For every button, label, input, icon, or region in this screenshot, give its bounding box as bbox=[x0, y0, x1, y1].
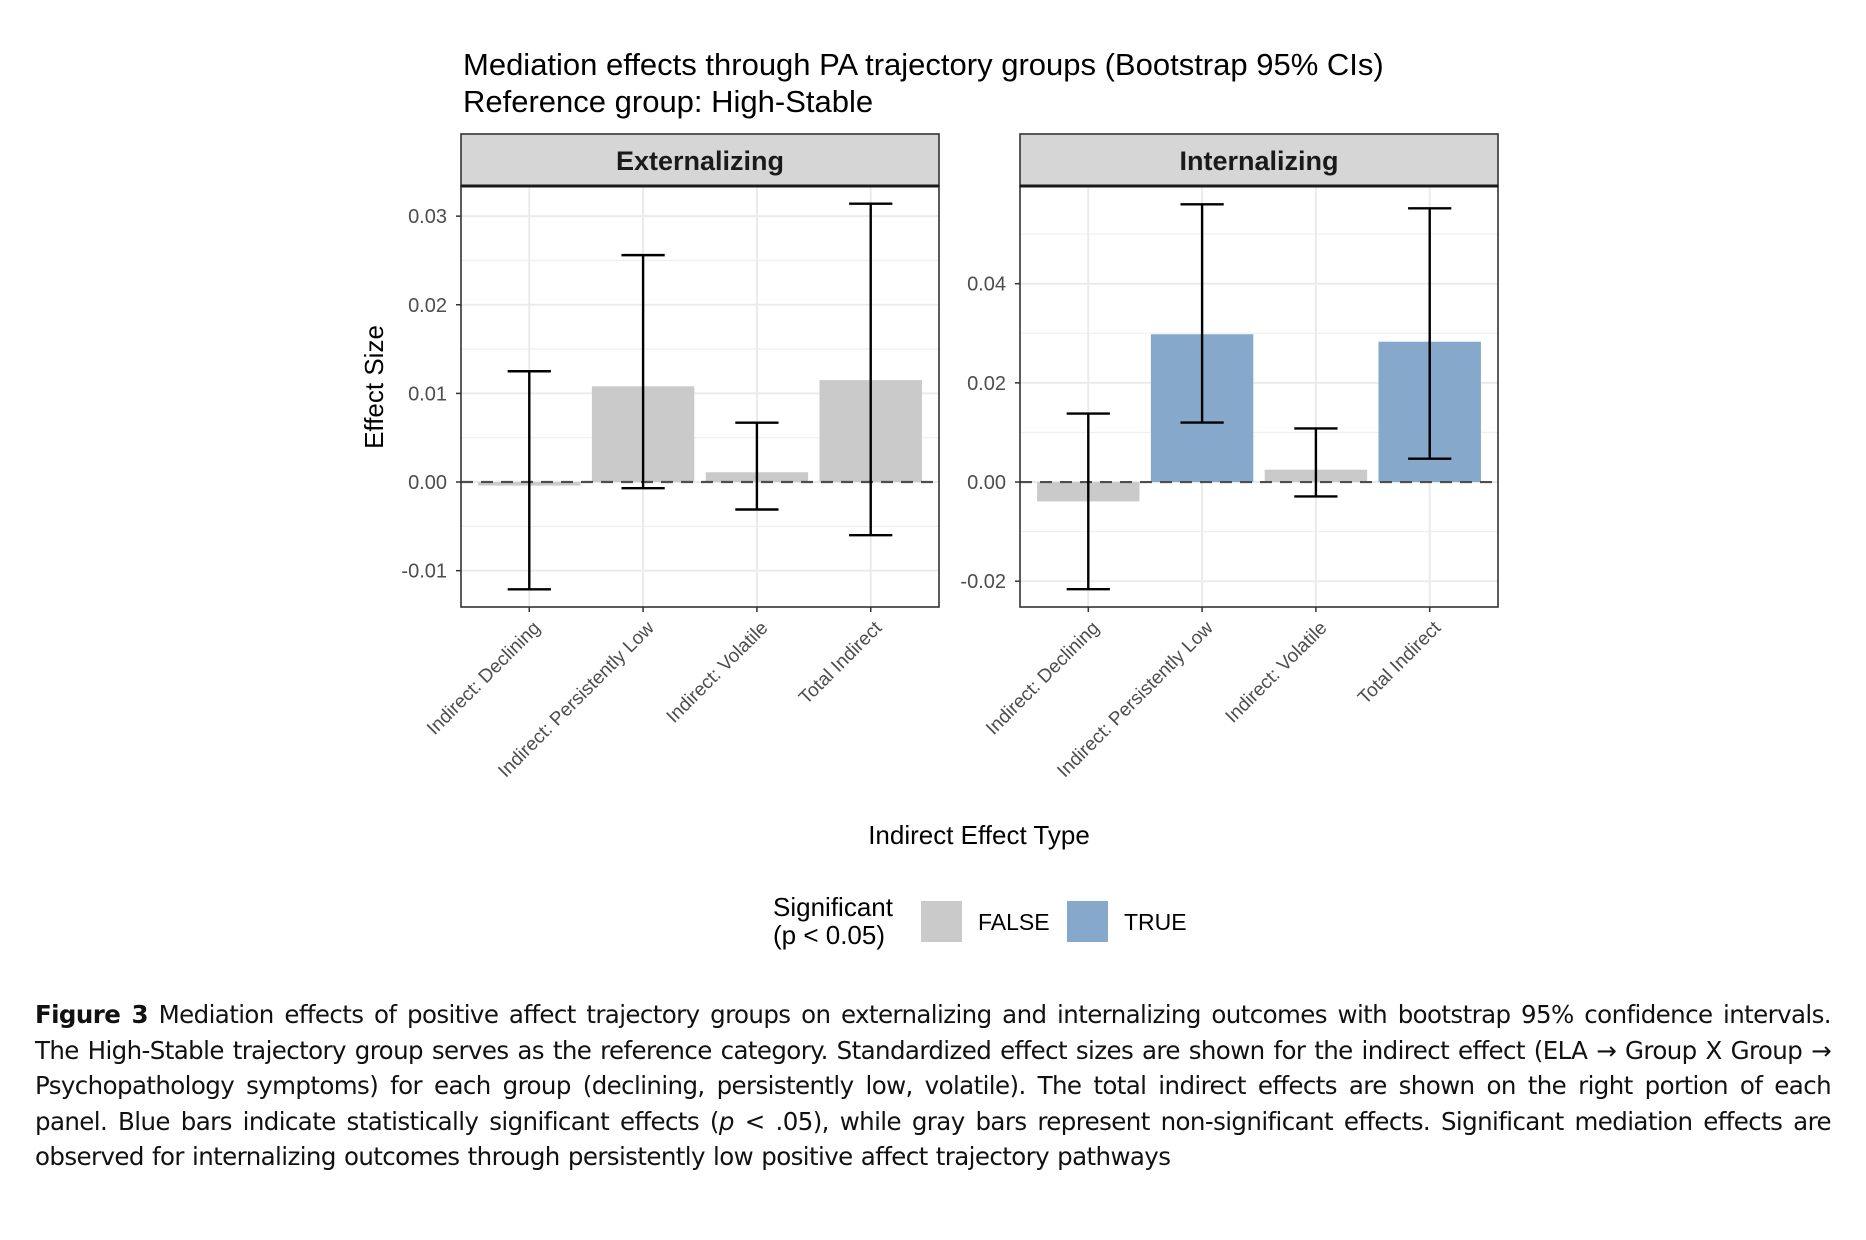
x-tick-label: Indirect: Declining bbox=[982, 618, 1104, 740]
error-bar bbox=[1408, 207, 1452, 460]
facet-strip bbox=[460, 133, 940, 187]
y-tick-label: 0.00 bbox=[967, 472, 1006, 494]
figure-label: Figure 3 bbox=[35, 1000, 149, 1029]
y-tick-label: 0.04 bbox=[967, 274, 1006, 296]
error-bar bbox=[849, 202, 893, 537]
facet-panels: -0.01 0.00 0.01 0.02 0.03 Externalizing Indire… bbox=[401, 133, 1499, 782]
x-tick-label: Total Indirect bbox=[795, 617, 887, 709]
y-tick-label: 0.01 bbox=[408, 383, 447, 405]
legend: Significant (p < 0.05) FALSE TRUE bbox=[773, 892, 1187, 950]
x-tick-label: Indirect: Declining bbox=[423, 618, 545, 740]
y-tick-label: 0.00 bbox=[408, 472, 447, 494]
legend-title-line-2: (p < 0.05) bbox=[773, 920, 885, 950]
error-bar bbox=[1066, 412, 1110, 591]
y-tick-label: -0.02 bbox=[960, 571, 1006, 593]
y-tick-label: 0.02 bbox=[967, 373, 1006, 395]
caption-text-1: Mediation effects of positive affect tra… bbox=[35, 1000, 1832, 1136]
x-tick-label: Total Indirect bbox=[1354, 617, 1446, 709]
caption-p-italic: p bbox=[718, 1106, 735, 1136]
chart-title: Mediation effects through PA trajectory … bbox=[463, 47, 1384, 82]
legend-label-false: FALSE bbox=[978, 909, 1050, 935]
error-bar bbox=[621, 253, 665, 490]
legend-key-false bbox=[921, 901, 962, 942]
mediation-chart: Mediation effects through PA trajectory … bbox=[359, 47, 1499, 950]
y-tick-label: 0.03 bbox=[408, 206, 447, 228]
facet-strip-label: Internalizing bbox=[1179, 146, 1338, 176]
legend-key-true bbox=[1067, 901, 1108, 942]
caption-text-2: < .05), while gray bars represent non-si… bbox=[35, 1106, 1832, 1172]
panel-internalizing: -0.02 0.00 0.02 0.04 Internalizing Indirect: … bbox=[960, 133, 1499, 782]
y-tick-label: -0.01 bbox=[401, 561, 447, 583]
y-tick-label: 0.02 bbox=[408, 295, 447, 317]
panel-externalizing: -0.01 0.00 0.01 0.02 0.03 Externalizing Indire… bbox=[401, 133, 940, 782]
x-tick-label: Indirect: Volatile bbox=[663, 618, 773, 728]
error-bar bbox=[1294, 427, 1338, 498]
figure-caption: Figure 3 Mediation effects of positive a… bbox=[35, 997, 1832, 1175]
error-bar bbox=[735, 421, 779, 511]
error-bar bbox=[507, 370, 551, 591]
legend-title-line-1: Significant bbox=[773, 892, 894, 922]
facet-strip bbox=[1019, 133, 1499, 187]
chart-subtitle: Reference group: High-Stable bbox=[463, 84, 873, 119]
error-bar bbox=[1180, 203, 1224, 424]
y-axis-title: Effect Size bbox=[359, 325, 389, 449]
legend-label-true: TRUE bbox=[1124, 909, 1187, 935]
facet-strip-label: Externalizing bbox=[616, 146, 784, 176]
x-tick-label: Indirect: Volatile bbox=[1222, 618, 1332, 728]
x-axis-title: Indirect Effect Type bbox=[868, 820, 1090, 850]
